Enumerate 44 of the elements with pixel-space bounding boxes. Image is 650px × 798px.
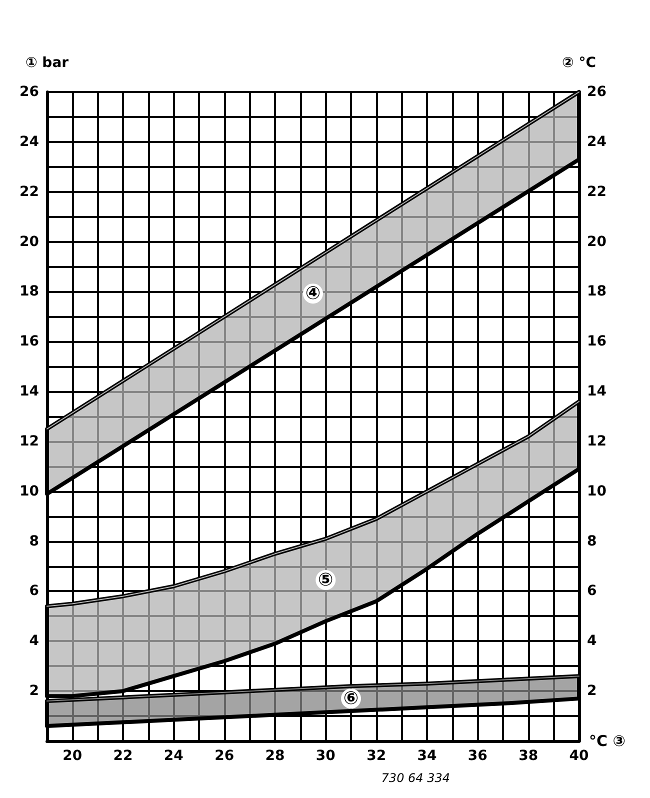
y2-axis-title: ② °C — [562, 55, 596, 71]
series-label: ⑤ — [318, 570, 334, 590]
x-tick-label: 40 — [569, 748, 589, 764]
x-tick-label: 32 — [366, 748, 386, 764]
y2-tick-label: 14 — [587, 384, 607, 400]
series-label: ⑥ — [343, 688, 359, 710]
y-axis-title: ① bar — [25, 55, 69, 71]
x-tick-label: 28 — [265, 748, 285, 764]
y2-tick-label: 18 — [587, 284, 606, 300]
y2-tick-label: 8 — [587, 533, 597, 550]
y-tick-label: 14 — [20, 384, 40, 400]
y-tick-label: 8 — [29, 533, 39, 550]
y2-tick-label: 20 — [587, 234, 607, 250]
y-tick-label: 10 — [20, 483, 40, 500]
y-tick-label: 12 — [20, 433, 39, 450]
y2-tick-label: 12 — [587, 433, 606, 450]
y-tick-label: 22 — [20, 184, 39, 200]
x-axis-title: °C ③ — [589, 732, 626, 750]
x-tick-label: 34 — [417, 748, 437, 764]
text: 730 64 334 — [381, 771, 450, 785]
y-tick-label: 24 — [20, 134, 40, 150]
y-tick-label: 16 — [20, 334, 39, 350]
y-tick-label: 4 — [29, 633, 40, 650]
y2-tick-label: 22 — [587, 184, 606, 200]
x-tick-label: 24 — [164, 748, 184, 764]
y-tick-label: 6 — [29, 583, 39, 600]
y-tick-label: 20 — [20, 234, 40, 250]
y2-tick-label: 4 — [587, 633, 597, 650]
y2-tick-label: 2 — [587, 683, 597, 700]
series-label: ④ — [305, 283, 321, 304]
y-tick-label: 18 — [20, 284, 39, 300]
x-tick-label: 30 — [316, 748, 336, 764]
y-tick-label: 26 — [20, 84, 39, 100]
y2-tick-label: 24 — [587, 134, 607, 150]
x-tick-label: 22 — [113, 748, 133, 764]
x-tick-label: 26 — [214, 748, 234, 764]
y2-tick-label: 6 — [587, 583, 597, 600]
x-tick-label: 36 — [468, 748, 488, 764]
y-tick-label: 2 — [29, 683, 39, 700]
y2-tick-label: 26 — [587, 84, 606, 100]
x-tick-label: 20 — [62, 748, 82, 764]
y2-tick-label: 10 — [587, 483, 607, 500]
y2-tick-label: 16 — [587, 334, 606, 350]
x-tick-label: 38 — [518, 748, 538, 764]
